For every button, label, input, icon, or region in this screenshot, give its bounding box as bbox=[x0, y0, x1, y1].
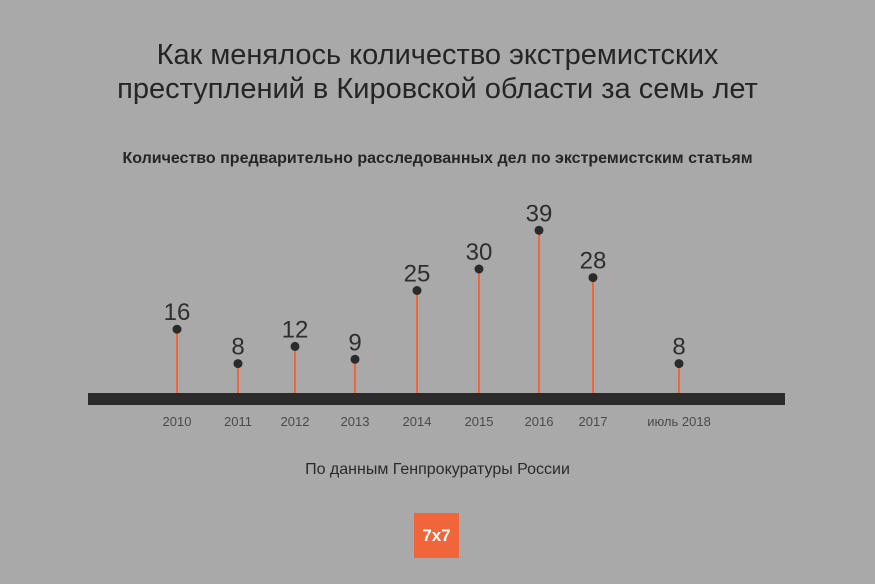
data-label-4: 25 bbox=[404, 261, 431, 288]
data-label-6: 39 bbox=[526, 200, 553, 227]
chart-subtitle: Количество предварительно расследованных… bbox=[122, 150, 753, 167]
data-point-0 bbox=[172, 324, 182, 334]
title-line-2: преступлений в Кировской области за семь… bbox=[117, 73, 758, 105]
data-point-2 bbox=[290, 341, 300, 351]
x-tick-0: 2010 bbox=[163, 414, 192, 429]
data-label-1: 8 bbox=[231, 334, 244, 361]
x-tick-6: 2016 bbox=[525, 414, 554, 429]
logo-7x7: 7x7 bbox=[414, 513, 459, 558]
lollipop-chart: 16 8 12 9 25 30 39 28 8 2010 2011 2012 2013 2014 2015… bbox=[88, 200, 785, 429]
chart-marks: 16 8 12 9 25 30 39 28 8 bbox=[164, 200, 686, 393]
x-tick-2: 2012 bbox=[281, 414, 310, 429]
x-tick-1: 2011 bbox=[224, 414, 252, 429]
data-point-4 bbox=[412, 286, 422, 295]
x-tick-8: июль 2018 bbox=[647, 414, 711, 429]
x-tick-7: 2017 bbox=[579, 414, 608, 429]
data-label-3: 9 bbox=[348, 329, 361, 356]
x-tick-4: 2014 bbox=[403, 414, 432, 429]
data-point-6 bbox=[534, 225, 544, 235]
data-point-5 bbox=[474, 264, 484, 274]
data-point-3 bbox=[350, 354, 360, 364]
baseline-axis bbox=[88, 393, 785, 405]
x-tick-5: 2015 bbox=[465, 414, 494, 429]
data-point-8 bbox=[674, 359, 684, 369]
data-label-5: 30 bbox=[466, 239, 493, 266]
data-label-8: 8 bbox=[672, 334, 685, 361]
source-note: По данным Генпрокуратуры России bbox=[305, 461, 570, 478]
chart-title-block: Как менялось количество экстремистских п… bbox=[0, 38, 875, 106]
data-label-2: 12 bbox=[282, 316, 309, 343]
data-point-7 bbox=[588, 273, 598, 283]
data-label-0: 16 bbox=[164, 299, 191, 326]
title-line-1: Как менялось количество экстремистских bbox=[156, 39, 719, 71]
data-point-1 bbox=[233, 359, 243, 369]
data-label-7: 28 bbox=[580, 248, 607, 275]
x-tick-labels: 2010 2011 2012 2013 2014 2015 2016 2017 июль 201… bbox=[163, 414, 711, 429]
x-tick-3: 2013 bbox=[341, 414, 370, 429]
